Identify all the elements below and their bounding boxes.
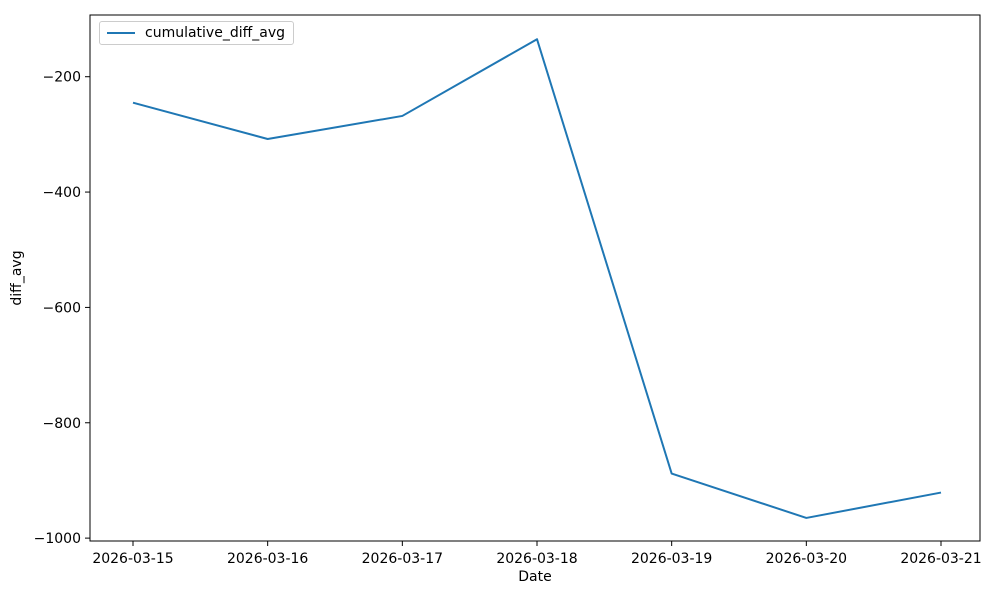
plot-frame bbox=[89, 14, 981, 542]
x-tick-label: 2026-03-21 bbox=[900, 551, 981, 567]
x-tick-label: 2026-03-17 bbox=[362, 551, 443, 567]
x-tick-label: 2026-03-18 bbox=[496, 551, 577, 567]
x-tick-label: 2026-03-19 bbox=[631, 551, 712, 567]
x-tick-label: 2026-03-15 bbox=[92, 551, 173, 567]
legend-label: cumulative_diff_avg bbox=[145, 25, 285, 41]
y-tick-label: −1000 bbox=[34, 531, 81, 547]
x-tick-label: 2026-03-16 bbox=[227, 551, 308, 567]
series-line-cumulative_diff_avg bbox=[132, 38, 942, 519]
x-axis-label: Date bbox=[518, 569, 552, 585]
y-tick-label: −800 bbox=[43, 416, 81, 432]
legend-line-sample bbox=[107, 32, 135, 34]
y-axis-label: diff_avg bbox=[9, 250, 25, 306]
legend: cumulative_diff_avg bbox=[99, 21, 294, 45]
y-tick-label: −400 bbox=[43, 185, 81, 201]
y-tick-label: −200 bbox=[43, 70, 81, 86]
x-tick-label: 2026-03-20 bbox=[766, 551, 847, 567]
y-tick-label: −600 bbox=[43, 300, 81, 316]
